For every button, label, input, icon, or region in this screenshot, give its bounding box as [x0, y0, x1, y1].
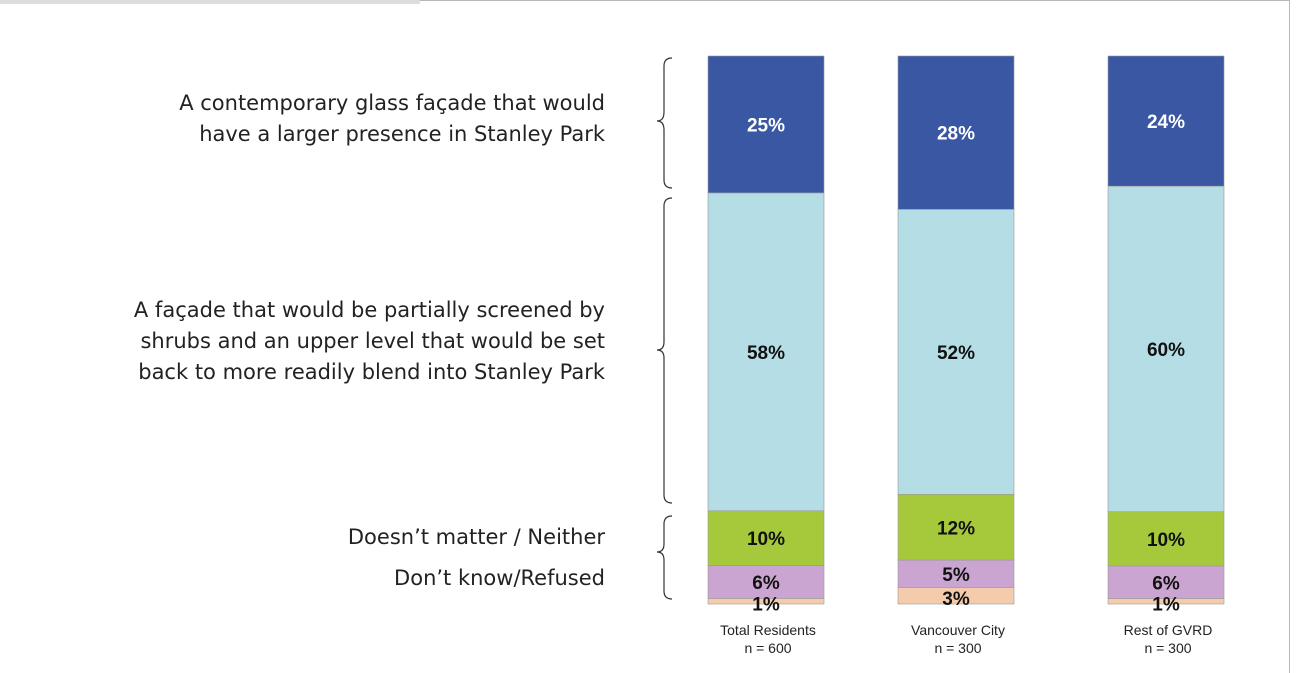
category-label-rest-of-gvrd: Rest of GVRD n = 300: [1088, 621, 1248, 657]
bar-segment-screened-facade: [1107, 185, 1225, 513]
bar-segment-dont-know: [1107, 565, 1225, 599]
bar-segment-screened-facade: [897, 209, 1015, 495]
data-label: 60%: [1147, 340, 1185, 361]
category-sample-size: n = 300: [934, 640, 982, 656]
segment-label-line: A contemporary glass façade that would: [179, 91, 605, 115]
data-label: 28%: [937, 124, 975, 145]
category-name: Vancouver City: [911, 622, 1005, 638]
bar-segment-refused: [897, 587, 1015, 605]
brace-icon: [656, 57, 673, 189]
data-label: 3%: [942, 589, 970, 610]
bar-segment-dont-know: [897, 559, 1015, 588]
segment-label-line: Doesn’t matter / Neither: [347, 525, 605, 549]
category-label-vancouver-city: Vancouver City n = 300: [878, 621, 1038, 657]
segment-label-line: have a larger presence in Stanley Park: [199, 122, 605, 146]
brace-icon: [656, 515, 673, 600]
category-sample-size: n = 300: [1144, 640, 1192, 656]
category-sample-size: n = 600: [744, 640, 792, 656]
bar-segment-doesnt-matter: [1107, 511, 1225, 567]
segment-label-line: Don’t know/Refused: [394, 566, 605, 590]
bar-segment-refused: [707, 598, 825, 605]
data-label: 5%: [942, 565, 970, 586]
brace-icon: [656, 197, 673, 504]
data-label: 52%: [937, 343, 975, 364]
bar-segment-glass-facade: [897, 55, 1015, 210]
bar-segment-dont-know: [707, 565, 825, 599]
segment-label-glass-facade: A contemporary glass façade that would h…: [179, 88, 605, 150]
data-label: 58%: [747, 343, 785, 364]
title-strip-fragment: [0, 0, 420, 4]
data-label: 10%: [1147, 530, 1185, 551]
data-label: 24%: [1147, 112, 1185, 133]
category-name: Total Residents: [720, 622, 816, 638]
category-name: Rest of GVRD: [1123, 622, 1213, 638]
data-label: 12%: [937, 518, 975, 539]
data-label: 25%: [747, 116, 785, 137]
bar-segment-refused: [1107, 598, 1225, 605]
brace-group: [656, 57, 673, 600]
data-label: 10%: [747, 529, 785, 550]
data-label: 6%: [1152, 573, 1180, 594]
bars-group: 25%58%10%6%1%28%52%12%5%3%24%60%10%6%1%: [707, 55, 1225, 615]
bar-segment-glass-facade: [707, 55, 825, 194]
segment-label-screened-facade: A façade that would be partially screene…: [134, 295, 605, 388]
bar-segment-screened-facade: [707, 192, 825, 512]
segment-label-line: A façade that would be partially screene…: [133, 298, 605, 322]
segment-label-line: shrubs and an upper level that would be …: [140, 329, 605, 353]
segment-label-doesnt-matter: Doesn’t matter / Neither: [348, 522, 605, 553]
data-label: 1%: [752, 594, 780, 615]
data-label: 1%: [1152, 594, 1180, 615]
segment-label-line: back to more readily blend into Stanley …: [138, 360, 605, 384]
data-label: 6%: [752, 573, 780, 594]
segment-label-dont-know: Don’t know/Refused: [394, 563, 605, 594]
bar-segment-doesnt-matter: [707, 510, 825, 566]
category-label-total-residents: Total Residents n = 600: [688, 621, 848, 657]
bar-segment-glass-facade: [1107, 55, 1225, 187]
bar-segment-doesnt-matter: [897, 494, 1015, 561]
